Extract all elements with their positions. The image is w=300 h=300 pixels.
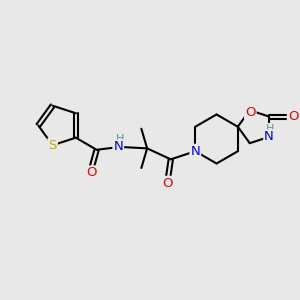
Text: H: H: [116, 134, 124, 144]
Text: N: N: [264, 130, 274, 143]
Text: O: O: [245, 106, 256, 119]
Text: N: N: [190, 145, 200, 158]
Text: H: H: [266, 124, 275, 134]
Text: O: O: [86, 167, 97, 179]
Text: S: S: [48, 139, 57, 152]
Text: O: O: [288, 110, 298, 123]
Text: O: O: [163, 177, 173, 190]
Text: N: N: [113, 140, 123, 153]
